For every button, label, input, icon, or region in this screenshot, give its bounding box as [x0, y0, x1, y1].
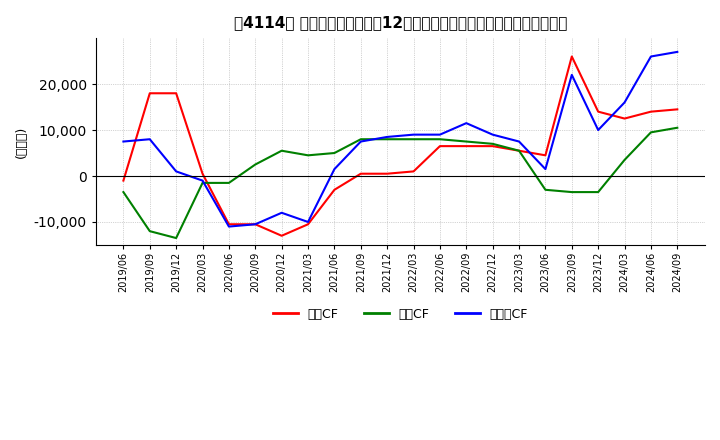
投資CF	[647, 130, 655, 135]
営業CF	[409, 169, 418, 174]
フリーCF	[119, 139, 127, 144]
投資CF	[356, 136, 365, 142]
投資CF	[567, 190, 576, 195]
営業CF	[594, 109, 603, 114]
フリーCF	[304, 219, 312, 224]
フリーCF	[383, 134, 392, 139]
フリーCF	[251, 222, 260, 227]
フリーCF	[198, 178, 207, 183]
営業CF	[304, 222, 312, 227]
投資CF	[225, 180, 233, 186]
営業CF	[356, 171, 365, 176]
投資CF	[515, 148, 523, 154]
投資CF	[251, 162, 260, 167]
Title: 【4114】 キャッシュフローの12か月移動合計の対前年同期増減額の推移: 【4114】 キャッシュフローの12か月移動合計の対前年同期増減額の推移	[234, 15, 567, 30]
フリーCF	[330, 166, 338, 172]
営業CF	[436, 143, 444, 149]
フリーCF	[541, 166, 550, 172]
営業CF	[330, 187, 338, 192]
投資CF	[383, 136, 392, 142]
投資CF	[330, 150, 338, 156]
フリーCF	[462, 121, 471, 126]
Line: フリーCF: フリーCF	[123, 52, 678, 227]
Y-axis label: (百万円): (百万円)	[15, 125, 28, 158]
フリーCF	[647, 54, 655, 59]
営業CF	[172, 91, 181, 96]
営業CF	[515, 148, 523, 154]
フリーCF	[277, 210, 286, 216]
営業CF	[462, 143, 471, 149]
営業CF	[198, 171, 207, 176]
フリーCF	[409, 132, 418, 137]
Legend: 営業CF, 投資CF, フリーCF: 営業CF, 投資CF, フリーCF	[268, 303, 533, 326]
フリーCF	[436, 132, 444, 137]
投資CF	[620, 157, 629, 162]
フリーCF	[673, 49, 682, 55]
営業CF	[145, 91, 154, 96]
フリーCF	[172, 169, 181, 174]
投資CF	[594, 190, 603, 195]
フリーCF	[594, 128, 603, 133]
フリーCF	[356, 139, 365, 144]
営業CF	[567, 54, 576, 59]
営業CF	[251, 222, 260, 227]
投資CF	[409, 136, 418, 142]
営業CF	[225, 222, 233, 227]
投資CF	[119, 190, 127, 195]
営業CF	[647, 109, 655, 114]
フリーCF	[225, 224, 233, 229]
投資CF	[488, 141, 497, 147]
フリーCF	[488, 132, 497, 137]
フリーCF	[620, 100, 629, 105]
投資CF	[277, 148, 286, 154]
フリーCF	[515, 139, 523, 144]
投資CF	[172, 235, 181, 241]
投資CF	[541, 187, 550, 192]
営業CF	[383, 171, 392, 176]
投資CF	[304, 153, 312, 158]
投資CF	[462, 139, 471, 144]
Line: 営業CF: 営業CF	[123, 56, 678, 236]
投資CF	[673, 125, 682, 130]
フリーCF	[145, 136, 154, 142]
投資CF	[145, 228, 154, 234]
営業CF	[277, 233, 286, 238]
投資CF	[436, 136, 444, 142]
フリーCF	[567, 72, 576, 77]
営業CF	[541, 153, 550, 158]
投資CF	[198, 180, 207, 186]
営業CF	[620, 116, 629, 121]
Line: 投資CF: 投資CF	[123, 128, 678, 238]
営業CF	[673, 107, 682, 112]
営業CF	[488, 143, 497, 149]
営業CF	[119, 178, 127, 183]
